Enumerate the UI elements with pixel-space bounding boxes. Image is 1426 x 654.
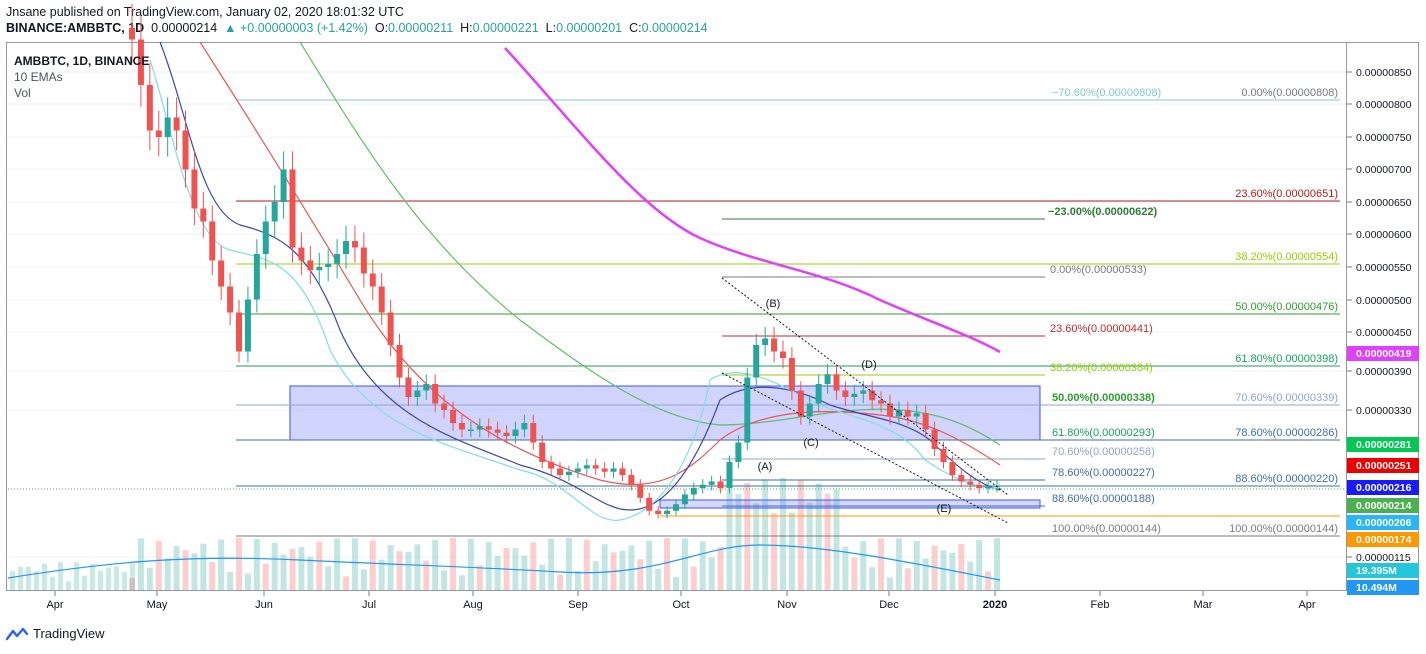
close-label: C: bbox=[629, 21, 642, 35]
chart-legend: AMBBTC, 1D, BINANCE 10 EMAs Vol bbox=[14, 53, 149, 101]
chart-header: Jnsane published on TradingView.com, Jan… bbox=[6, 4, 708, 36]
ohlc-line: BINANCE:AMBBTC, 1D 0.00000214 ▲ +0.00000… bbox=[6, 20, 708, 36]
legend-symbol: AMBBTC, 1D, BINANCE bbox=[14, 54, 150, 68]
low-label: L: bbox=[545, 21, 557, 35]
x-tick-label: Jul bbox=[362, 599, 376, 611]
high-value: 0.00000221 bbox=[472, 21, 539, 35]
legend-indicator: 10 EMAs bbox=[14, 70, 63, 84]
x-tick-label: Dec bbox=[879, 599, 899, 611]
tradingview-logo-icon bbox=[6, 627, 28, 640]
low-value: 0.00000201 bbox=[556, 21, 623, 35]
x-tick-label: 2020 bbox=[983, 599, 1007, 611]
x-tick-label: Mar bbox=[1194, 599, 1213, 611]
price-change: ▲ +0.00000003 (+1.42%) bbox=[224, 21, 368, 35]
close-value: 0.00000214 bbox=[641, 21, 708, 35]
x-tick-label: Aug bbox=[463, 599, 483, 611]
brand-name: TradingView bbox=[33, 626, 105, 641]
x-tick-label: Oct bbox=[672, 599, 689, 611]
footer-brand[interactable]: TradingView bbox=[6, 626, 105, 641]
x-tick-label: Sep bbox=[568, 599, 588, 611]
last-price: 0.00000214 bbox=[151, 21, 218, 35]
x-tick-label: Jun bbox=[255, 599, 273, 611]
chart-pane[interactable] bbox=[6, 42, 1347, 591]
legend-volume: Vol bbox=[14, 86, 31, 100]
symbol-label: BINANCE:AMBBTC, 1D bbox=[6, 21, 145, 35]
x-tick-label: Nov bbox=[777, 599, 797, 611]
high-label: H: bbox=[460, 21, 473, 35]
price-axis[interactable] bbox=[1347, 42, 1419, 591]
x-tick-label: Feb bbox=[1091, 599, 1110, 611]
open-value: 0.00000211 bbox=[388, 21, 454, 35]
x-tick-label: Apr bbox=[1298, 599, 1315, 611]
publish-line: Jnsane published on TradingView.com, Jan… bbox=[6, 5, 404, 19]
x-tick-label: May bbox=[147, 599, 168, 611]
x-tick-label: Apr bbox=[46, 599, 63, 611]
open-label: O: bbox=[374, 21, 389, 35]
